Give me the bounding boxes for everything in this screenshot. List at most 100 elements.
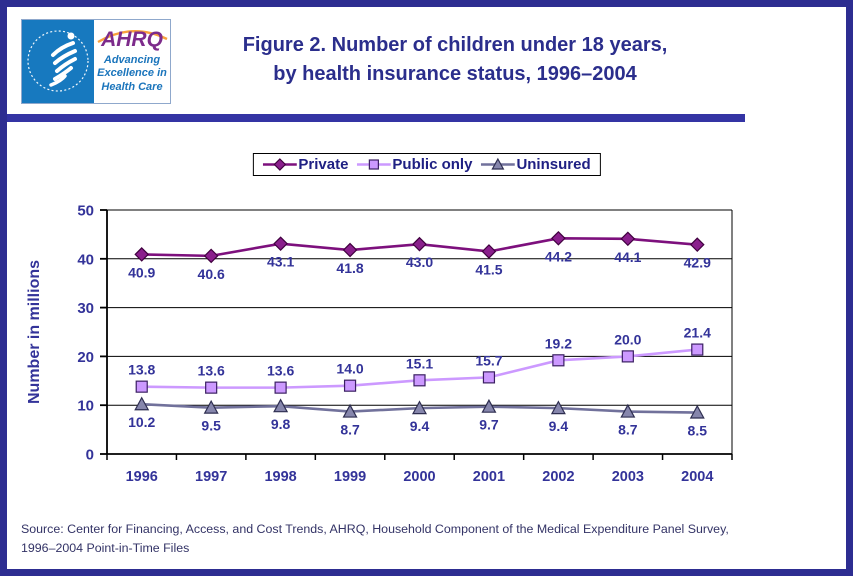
marker-triangle (203, 399, 219, 414)
data-label: 43.0 (406, 254, 433, 270)
ahrq-tagline-line1: Advancing (103, 54, 161, 66)
marker-square (343, 379, 357, 392)
data-label: 8.5 (688, 423, 708, 439)
legend-triangle-icon (480, 157, 515, 170)
data-label: 41.5 (475, 261, 502, 277)
header-divider (7, 114, 745, 122)
source-line1: Source: Center for Financing, Access, an… (21, 522, 729, 536)
marker-triangle (550, 400, 566, 415)
data-label: 42.9 (684, 255, 711, 271)
marker-square (621, 350, 634, 363)
data-label: 19.2 (545, 335, 572, 351)
data-label: 40.9 (128, 264, 155, 280)
marker-square (691, 343, 704, 356)
marker-diamond (481, 244, 497, 259)
marker-triangle (134, 396, 150, 411)
data-label: 10.2 (128, 414, 155, 430)
ahrq-hhs-logo: AHRQ Advancing Excellence in Health Care (21, 19, 171, 104)
data-label: 43.1 (267, 254, 294, 270)
figure-title: Figure 2. Number of children under 18 ye… (175, 31, 735, 89)
y-tick-label: 50 (77, 203, 94, 220)
source-note: Source: Center for Financing, Access, an… (21, 520, 843, 558)
marker-diamond (203, 248, 219, 264)
marker-square (368, 159, 379, 170)
legend-label: Public only (392, 156, 473, 173)
data-label: 21.4 (684, 325, 711, 341)
data-label: 13.8 (128, 362, 155, 378)
data-label: 13.6 (198, 363, 225, 379)
hhs-logo (22, 20, 94, 103)
marker-diamond (551, 230, 566, 246)
ahrq-arc-icon (97, 29, 168, 44)
data-label: 9.8 (271, 416, 291, 432)
legend-square-icon (356, 159, 391, 170)
legend-label: Uninsured (516, 156, 591, 173)
legend-item-private: Private (262, 156, 348, 173)
legend-label: Private (298, 156, 349, 173)
data-label: 41.8 (336, 260, 363, 276)
x-tick-label: 1998 (264, 469, 296, 485)
marker-diamond (273, 158, 286, 171)
marker-triangle (689, 404, 705, 419)
y-tick-label: 40 (77, 251, 94, 268)
chart-legend: Private Public only Uninsured (252, 153, 601, 176)
data-label: 40.6 (198, 266, 225, 282)
data-label: 15.7 (475, 352, 502, 368)
data-label: 9.4 (410, 418, 430, 434)
data-label: 14.0 (336, 361, 363, 377)
marker-diamond (412, 236, 427, 252)
marker-triangle (481, 398, 497, 413)
marker-square (135, 380, 148, 393)
ahrq-tagline-line2: Excellence in (97, 67, 167, 80)
data-label: 9.4 (549, 418, 569, 434)
y-tick-label: 20 (77, 349, 94, 366)
data-label: 44.2 (545, 248, 572, 264)
data-label: 44.1 (614, 249, 641, 265)
marker-square (205, 381, 218, 394)
data-label: 13.6 (267, 363, 294, 379)
source-line2: 1996–2004 Point-in-Time Files (21, 541, 190, 556)
marker-triangle (490, 157, 504, 170)
marker-square (482, 371, 496, 384)
x-tick-label: 1999 (334, 469, 366, 485)
marker-diamond (342, 242, 358, 258)
data-label: 8.7 (340, 422, 360, 438)
marker-square (274, 381, 287, 394)
marker-diamond (134, 247, 150, 262)
marker-square (552, 354, 565, 367)
ahrq-acronym: AHRQ (101, 28, 163, 51)
marker-triangle (273, 398, 289, 413)
x-tick-label: 2003 (612, 469, 644, 485)
data-label: 20.0 (614, 331, 641, 347)
figure-title-line2: by health insurance status, 1996–2004 (273, 63, 637, 85)
x-tick-label: 2001 (473, 469, 505, 485)
marker-diamond (273, 236, 288, 252)
y-tick-label: 10 (77, 398, 94, 415)
marker-diamond (689, 237, 705, 252)
x-tick-label: 2004 (681, 469, 713, 485)
marker-diamond (620, 231, 636, 247)
data-label: 8.7 (618, 422, 638, 438)
data-label: 9.7 (479, 417, 499, 433)
marker-triangle (411, 400, 428, 415)
legend-item-uninsured: Uninsured (480, 156, 591, 173)
y-tick-label: 30 (77, 300, 94, 317)
ahrq-tagline-line3: Health Care (101, 80, 163, 93)
legend-item-public-only: Public only (356, 156, 472, 173)
legend-diamond-icon (262, 158, 297, 171)
x-tick-label: 2000 (403, 469, 435, 485)
ahrq-tagline: Advancing Excellence in Health Care (94, 54, 170, 94)
marker-triangle (342, 403, 358, 418)
data-label: 9.5 (201, 418, 221, 434)
marker-square (413, 374, 426, 387)
y-axis-title: Number in millions (26, 260, 43, 404)
line-chart: 0 10 20 30 40 50 1996 1997 1998 1999 2000 2001 2002 2… (26, 203, 733, 485)
y-tick-label: 0 (86, 447, 94, 464)
data-label: 15.1 (406, 355, 433, 371)
x-tick-label: 1997 (195, 469, 227, 485)
marker-triangle (620, 403, 636, 418)
x-tick-label: 2002 (542, 469, 574, 485)
hhs-eagle-icon (27, 30, 89, 92)
figure-title-line1: Figure 2. Number of children under 18 ye… (242, 34, 668, 56)
